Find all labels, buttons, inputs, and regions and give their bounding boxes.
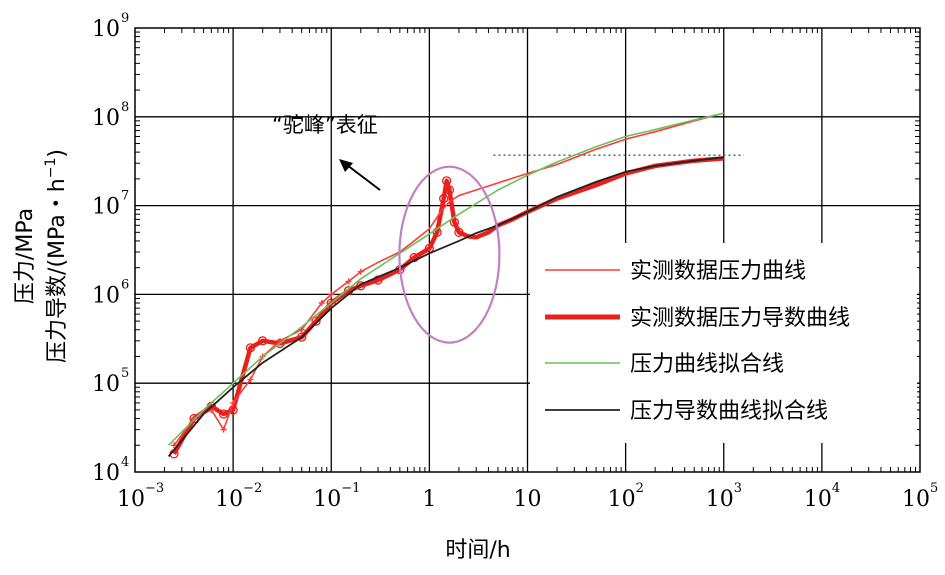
annotation-arrow bbox=[339, 159, 381, 191]
y-tick-base: 10 bbox=[92, 17, 120, 42]
x-tick-base: 10 bbox=[313, 487, 341, 512]
derivative-point bbox=[228, 405, 238, 415]
legend-label-3: 压力导数曲线拟合线 bbox=[630, 399, 828, 424]
y-tick-exponent: 6 bbox=[121, 277, 129, 292]
x-tick-exponent: −3 bbox=[145, 481, 164, 496]
y-tick-label: 10 9 bbox=[92, 11, 129, 42]
hump-ellipse bbox=[398, 165, 501, 344]
x-tick-exponent: 3 bbox=[734, 481, 742, 496]
y-tick-base: 10 bbox=[92, 106, 120, 131]
x-tick-label: 10 5 bbox=[902, 481, 938, 512]
hump-annotation: “驼峰”表征 bbox=[272, 113, 378, 137]
x-tick-label: 1 bbox=[422, 487, 436, 512]
legend-label-1: 实测数据压力导数曲线 bbox=[630, 306, 850, 331]
y-tick-label: 10 4 bbox=[92, 455, 129, 486]
y-axis-label-derivative: 压力导数/(MPa・h−1) bbox=[43, 149, 70, 363]
y-axis-label-derivative-main: 压力导数/(MPa・h bbox=[45, 178, 70, 363]
pressure-point bbox=[247, 376, 254, 383]
series-line-2 bbox=[168, 112, 724, 446]
x-tick-label: 10 4 bbox=[804, 481, 840, 512]
derivative-point bbox=[454, 227, 464, 237]
y-tick-base: 10 bbox=[92, 461, 120, 486]
pressure-point bbox=[345, 278, 352, 285]
y-tick-label: 10 5 bbox=[92, 366, 129, 397]
derivative-point bbox=[444, 185, 455, 195]
derivative-point bbox=[326, 298, 336, 308]
pressure-point bbox=[220, 426, 227, 433]
derivative-point bbox=[442, 176, 452, 186]
derivative-point bbox=[189, 413, 199, 424]
x-tick-label: 10 bbox=[514, 487, 542, 512]
derivative-point bbox=[258, 336, 268, 346]
y-tick-exponent: 8 bbox=[121, 100, 129, 115]
pressure-point bbox=[318, 300, 325, 307]
derivative-point bbox=[311, 316, 321, 326]
derivative-point bbox=[297, 332, 307, 342]
x-tick-label: 10 −3 bbox=[117, 481, 164, 512]
x-tick-label: 10 −2 bbox=[215, 481, 262, 512]
legend: 实测数据压力曲线 实测数据压力导数曲线 压力曲线拟合线 压力导数曲线拟合线 bbox=[530, 243, 917, 443]
x-tick-base: 10 bbox=[804, 487, 832, 512]
pressure-point bbox=[171, 442, 178, 449]
x-tick-label: 10 2 bbox=[608, 481, 644, 512]
x-tick-exponent: 2 bbox=[636, 481, 644, 496]
x-tick-label: 10 −1 bbox=[313, 481, 360, 512]
x-tick-base: 10 bbox=[608, 487, 636, 512]
x-tick-label: 10 3 bbox=[706, 481, 742, 512]
x-tick-exponent: 4 bbox=[832, 481, 840, 496]
y-tick-base: 10 bbox=[92, 372, 120, 397]
x-tick-base: 10 bbox=[902, 487, 930, 512]
pressure-point bbox=[357, 268, 364, 275]
derivative-point bbox=[245, 343, 256, 353]
x-tick-base: 10 bbox=[215, 487, 243, 512]
derivative-point bbox=[356, 281, 366, 291]
derivative-point bbox=[439, 193, 449, 204]
plot-frame bbox=[134, 27, 921, 473]
x-axis-label: 时间/h bbox=[445, 538, 510, 563]
x-tick-base: 1 bbox=[422, 487, 436, 512]
legend-label-0: 实测数据压力曲线 bbox=[630, 259, 806, 284]
y-axis-label-derivative-close: ) bbox=[45, 149, 70, 158]
x-tick-base: 10 bbox=[514, 487, 542, 512]
pressure-point bbox=[328, 291, 335, 298]
x-tick-exponent: −1 bbox=[341, 481, 360, 496]
x-tick-base: 10 bbox=[117, 487, 145, 512]
y-tick-base: 10 bbox=[92, 283, 120, 308]
y-tick-label: 10 8 bbox=[92, 100, 129, 131]
y-axis-label-derivative-exp: −1 bbox=[43, 158, 59, 179]
y-tick-exponent: 7 bbox=[121, 189, 129, 204]
y-tick-base: 10 bbox=[92, 195, 120, 220]
series-layer bbox=[167, 112, 725, 459]
series-line-3 bbox=[167, 156, 724, 457]
y-tick-label: 10 7 bbox=[92, 189, 129, 220]
x-tick-base: 10 bbox=[706, 487, 734, 512]
x-axis-ticks: 10 −3 10 −2 10 −1 1 10 10 2 10 3 10 4 10 5 bbox=[117, 481, 938, 512]
x-tick-exponent: −2 bbox=[243, 481, 262, 496]
y-axis-label-pressure: 压力/MPa bbox=[13, 208, 38, 304]
y-tick-label: 10 6 bbox=[92, 277, 129, 308]
legend-label-2: 压力曲线拟合线 bbox=[630, 352, 784, 377]
derivative-point bbox=[449, 217, 460, 227]
y-tick-exponent: 4 bbox=[121, 455, 129, 470]
x-tick-exponent: 5 bbox=[930, 481, 938, 496]
y-tick-exponent: 5 bbox=[121, 366, 129, 381]
derivative-point bbox=[218, 409, 229, 419]
y-tick-exponent: 9 bbox=[121, 11, 129, 26]
pressure-point bbox=[230, 399, 237, 406]
